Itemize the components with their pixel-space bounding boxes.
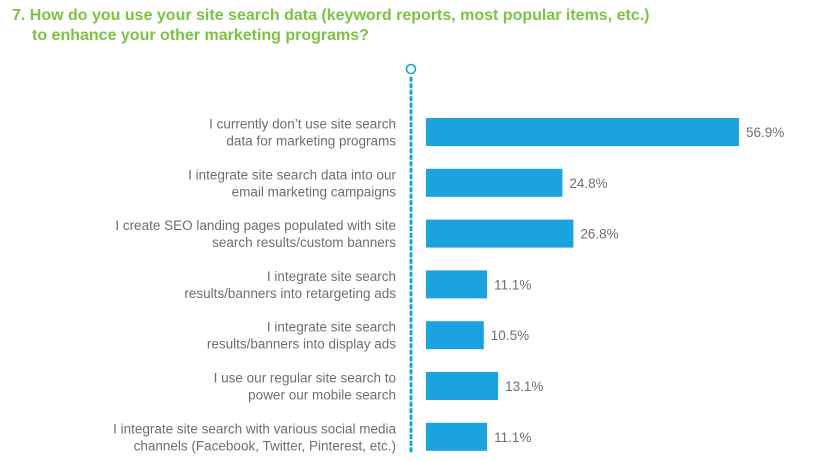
category-label-7-line-1: I integrate site search with various soc… [113, 421, 396, 436]
category-label-4-line-2: results/banners into retargeting ads [184, 286, 396, 301]
category-label-7-line-2: channels (Facebook, Twitter, Pinterest, … [134, 438, 396, 453]
category-label-3-line-1: I create SEO landing pages populated wit… [115, 218, 396, 233]
category-label-1: I currently don’t use site search data fo… [209, 117, 396, 149]
value-label-7: 11.1% [494, 430, 531, 445]
value-labels-group: 56.9% 24.8% 26.8% 11.1% 10.5% 13.1% 11.1% [491, 125, 784, 445]
category-label-6: I use our regular site search to power ou… [214, 371, 396, 403]
category-label-7: I integrate site search with various soc… [113, 421, 396, 453]
chart-title: 7. How do you use your site search data … [12, 6, 802, 46]
value-label-3: 26.8% [580, 227, 618, 242]
category-label-4: I integrate site search results/banners i… [184, 269, 396, 301]
bar-1 [426, 118, 739, 146]
category-label-3: I create SEO landing pages populated wit… [115, 218, 396, 250]
category-label-5-line-1: I integrate site search [267, 320, 396, 335]
category-label-1-line-1: I currently don’t use site search [209, 117, 396, 132]
bars-group [426, 118, 739, 451]
chart-title-line-1: 7. How do you use your site search data … [12, 7, 650, 24]
category-label-4-line-1: I integrate site search [267, 269, 396, 284]
category-label-6-line-2: power our mobile search [248, 388, 396, 403]
value-label-2: 24.8% [569, 176, 607, 191]
category-label-5-line-2: results/banners into display ads [207, 337, 396, 352]
bar-4 [426, 270, 488, 299]
category-label-2-line-2: email marketing campaigns [232, 184, 397, 199]
bar-7 [426, 422, 488, 451]
bar-2 [426, 168, 563, 197]
category-label-2: I integrate site search data into our ema… [188, 167, 396, 199]
category-label-6-line-1: I use our regular site search to [214, 371, 396, 386]
bar-6 [426, 372, 499, 400]
axis-origin-marker [405, 63, 417, 75]
bar-3 [426, 219, 574, 248]
category-label-2-line-1: I integrate site search data into our [188, 167, 396, 182]
value-label-5: 10.5% [491, 328, 529, 343]
category-label-3-line-2: search results/custom banners [212, 235, 396, 250]
category-labels-group: I currently don’t use site search data fo… [113, 117, 396, 454]
category-label-5: I integrate site search results/banners i… [207, 320, 396, 352]
value-label-1: 56.9% [746, 125, 784, 140]
bar-5 [426, 321, 484, 350]
chart-title-line-2: to enhance your other marketing programs… [32, 27, 369, 44]
category-label-1-line-2: data for marketing programs [226, 134, 396, 149]
value-label-4: 11.1% [494, 277, 531, 292]
value-label-6: 13.1% [505, 379, 543, 394]
